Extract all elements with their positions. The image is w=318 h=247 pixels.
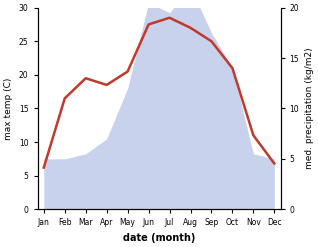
Y-axis label: max temp (C): max temp (C)	[4, 77, 13, 140]
Y-axis label: med. precipitation (kg/m2): med. precipitation (kg/m2)	[305, 48, 314, 169]
X-axis label: date (month): date (month)	[123, 233, 195, 243]
